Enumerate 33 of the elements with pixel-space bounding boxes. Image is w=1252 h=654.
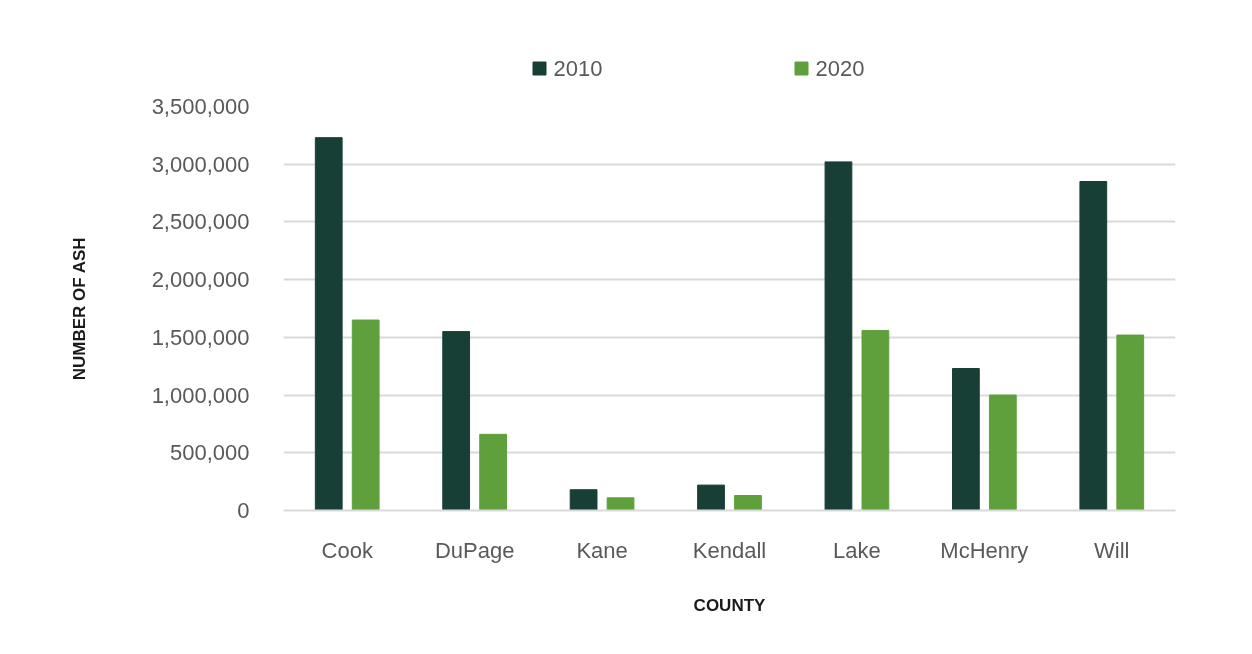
bar <box>734 494 762 511</box>
y-tick-label: 2,500,000 <box>151 209 250 235</box>
bar <box>442 331 471 511</box>
x-tick-label: DuPage <box>434 537 515 563</box>
bar <box>697 484 725 511</box>
bar <box>824 161 853 511</box>
y-tick-label: 3,500,000 <box>151 94 250 119</box>
bar <box>479 433 507 511</box>
x-tick-label: Lake <box>833 537 881 563</box>
y-tick-label: 500,000 <box>169 440 250 466</box>
bar <box>351 319 380 511</box>
x-tick-label: Kane <box>576 537 628 563</box>
x-axis-title: COUNTY <box>693 595 767 615</box>
y-tick-label: 1,500,000 <box>151 324 250 350</box>
x-tick-label: McHenry <box>940 537 1029 563</box>
bar <box>1116 334 1145 511</box>
bar <box>952 368 980 511</box>
y-tick-label: 2,000,000 <box>151 267 250 293</box>
x-tick-label: Cook <box>321 537 374 563</box>
bar <box>606 497 635 511</box>
bar <box>314 137 343 511</box>
x-tick-label: Will <box>1094 537 1130 563</box>
y-axis-title: NUMBER OF ASH <box>69 237 89 381</box>
y-tick-label: 3,000,000 <box>151 151 250 177</box>
bar <box>861 329 890 511</box>
legend-label: 2010 <box>553 56 603 81</box>
legend-label: 2020 <box>815 56 865 81</box>
bar <box>1079 181 1108 511</box>
x-tick-label: Kendall <box>692 537 767 563</box>
y-tick-label: 1,000,000 <box>151 382 250 408</box>
bar <box>569 489 598 511</box>
bar <box>988 394 1017 511</box>
y-tick-label: 0 <box>237 498 250 523</box>
